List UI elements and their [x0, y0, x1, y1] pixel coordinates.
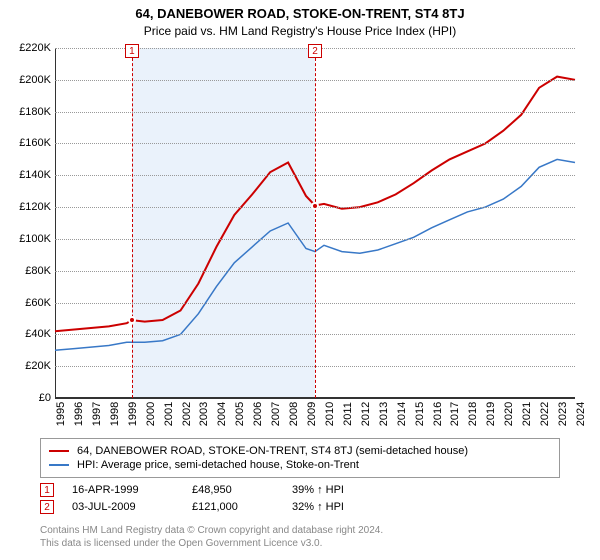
legend-item: 64, DANEBOWER ROAD, STOKE-ON-TRENT, ST4 …: [49, 445, 551, 457]
x-tick-label: 2006: [252, 402, 264, 426]
x-tick-label: 1996: [73, 402, 85, 426]
y-tick-label: £180K: [3, 106, 51, 118]
x-tick-label: 1999: [127, 402, 139, 426]
x-tick-label: 2022: [539, 402, 551, 426]
chart-container: 64, DANEBOWER ROAD, STOKE-ON-TRENT, ST4 …: [0, 0, 600, 560]
y-tick-label: £220K: [3, 42, 51, 54]
x-tick-label: 1998: [109, 402, 121, 426]
x-tick-label: 2002: [181, 402, 193, 426]
legend: 64, DANEBOWER ROAD, STOKE-ON-TRENT, ST4 …: [40, 438, 560, 478]
sale-price: £121,000: [192, 501, 292, 513]
x-tick-label: 2018: [467, 402, 479, 426]
x-tick-label: 1995: [55, 402, 67, 426]
x-tick-label: 2011: [342, 402, 354, 426]
gridline: [55, 398, 575, 399]
x-tick-label: 2012: [360, 402, 372, 426]
x-tick-label: 2008: [288, 402, 300, 426]
y-tick-label: £80K: [3, 265, 51, 277]
y-tick-label: £60K: [3, 297, 51, 309]
footnote-line: Contains HM Land Registry data © Crown c…: [40, 524, 383, 537]
legend-label: HPI: Average price, semi-detached house,…: [77, 459, 359, 471]
x-tick-label: 2020: [503, 402, 515, 426]
x-tick-label: 2024: [575, 402, 587, 426]
x-tick-label: 1997: [91, 402, 103, 426]
x-tick-label: 2005: [234, 402, 246, 426]
footnote-line: This data is licensed under the Open Gov…: [40, 537, 383, 550]
marker-line: [315, 48, 316, 398]
y-tick-label: £200K: [3, 74, 51, 86]
footnote: Contains HM Land Registry data © Crown c…: [40, 524, 383, 550]
legend-swatch: [49, 464, 69, 466]
y-tick-label: £160K: [3, 137, 51, 149]
x-tick-label: 2010: [324, 402, 336, 426]
x-tick-label: 2007: [270, 402, 282, 426]
marker-box: 2: [308, 44, 322, 58]
x-tick-label: 2001: [163, 402, 175, 426]
x-tick-label: 2019: [485, 402, 497, 426]
x-tick-label: 2000: [145, 402, 157, 426]
marker-line: [132, 48, 133, 398]
legend-item: HPI: Average price, semi-detached house,…: [49, 459, 551, 471]
x-tick-label: 2016: [432, 402, 444, 426]
sale-delta: 39% ↑ HPI: [292, 484, 344, 496]
sale-events: 1 16-APR-1999 £48,950 39% ↑ HPI 2 03-JUL…: [40, 480, 344, 517]
sale-date: 16-APR-1999: [72, 484, 192, 496]
legend-label: 64, DANEBOWER ROAD, STOKE-ON-TRENT, ST4 …: [77, 445, 468, 457]
x-tick-label: 2003: [198, 402, 210, 426]
marker-box: 1: [125, 44, 139, 58]
x-tick-label: 2009: [306, 402, 318, 426]
sale-date: 03-JUL-2009: [72, 501, 192, 513]
y-tick-label: £0: [3, 392, 51, 404]
y-tick-label: £40K: [3, 328, 51, 340]
y-tick-label: £100K: [3, 233, 51, 245]
sale-marker-box: 1: [40, 483, 54, 497]
sale-marker-box: 2: [40, 500, 54, 514]
x-tick-label: 2013: [378, 402, 390, 426]
y-tick-label: £20K: [3, 360, 51, 372]
y-tick-label: £120K: [3, 201, 51, 213]
x-tick-label: 2021: [521, 402, 533, 426]
x-tick-label: 2004: [216, 402, 228, 426]
x-tick-label: 2014: [396, 402, 408, 426]
marker-dot: [128, 316, 136, 324]
sale-row: 2 03-JUL-2009 £121,000 32% ↑ HPI: [40, 500, 344, 514]
legend-swatch: [49, 450, 69, 452]
page-title: 64, DANEBOWER ROAD, STOKE-ON-TRENT, ST4 …: [0, 6, 600, 21]
marker-dot: [311, 202, 319, 210]
sale-row: 1 16-APR-1999 £48,950 39% ↑ HPI: [40, 483, 344, 497]
x-tick-label: 2023: [557, 402, 569, 426]
x-tick-label: 2015: [414, 402, 426, 426]
sale-price: £48,950: [192, 484, 292, 496]
page-subtitle: Price paid vs. HM Land Registry's House …: [0, 24, 600, 38]
y-tick-label: £140K: [3, 169, 51, 181]
chart-plot-area: £0£20K£40K£60K£80K£100K£120K£140K£160K£1…: [55, 48, 575, 398]
x-tick-label: 2017: [449, 402, 461, 426]
sale-delta: 32% ↑ HPI: [292, 501, 344, 513]
